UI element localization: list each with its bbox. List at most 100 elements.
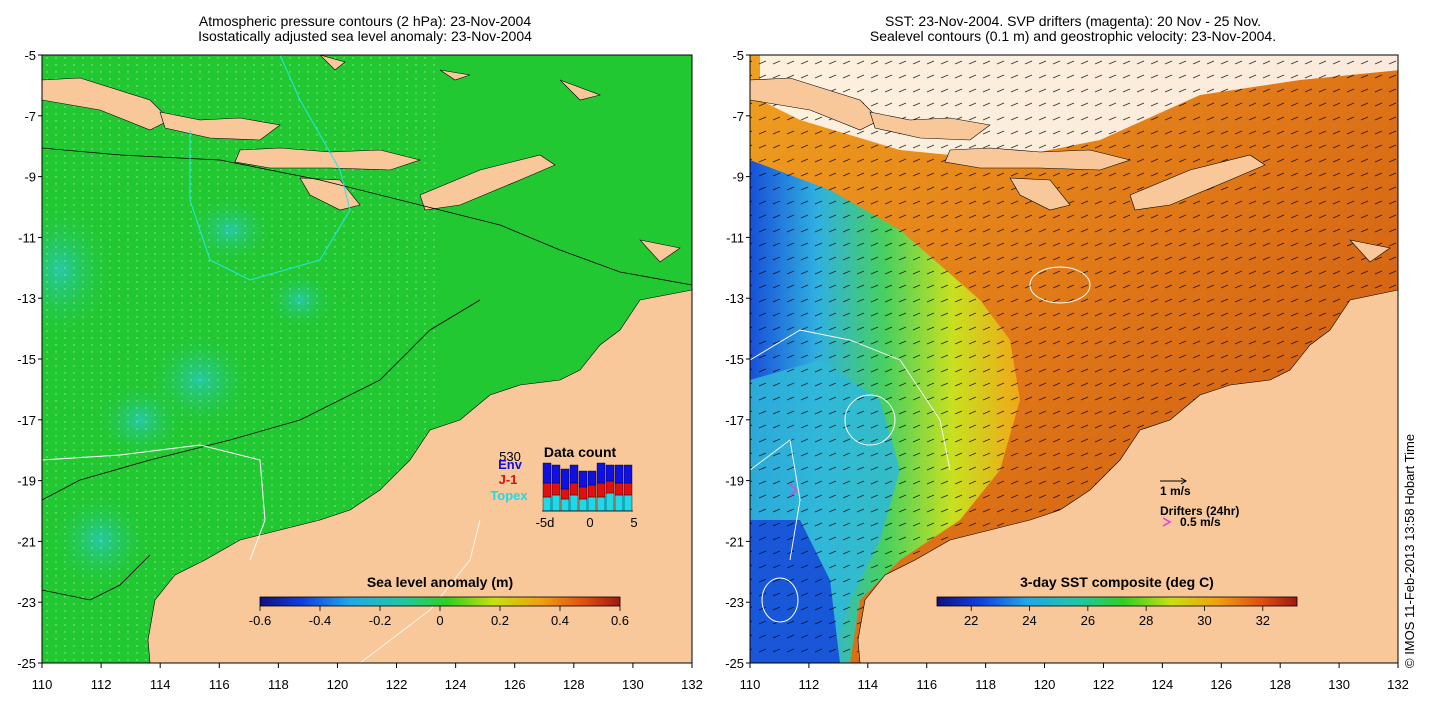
data-count-bar: [542, 496, 552, 512]
sst-map: [750, 55, 1398, 663]
data-count-bar: [560, 488, 570, 500]
x-tick-label: 114: [150, 677, 171, 692]
velocity-scale-label: 1 m/s: [1160, 484, 1191, 498]
right-title-line2: Sealevel contours (0.1 m) and geostrophi…: [869, 28, 1277, 44]
data-count-bar: [551, 482, 561, 496]
y-tick-label: -15: [725, 352, 744, 367]
colorbar-tick-label: -0.2: [369, 613, 391, 628]
sat-topex-label: Topex: [490, 488, 528, 503]
x-tick-label: 120: [1034, 677, 1056, 692]
data-count-bar: [623, 494, 633, 512]
x-tick-label: 132: [1387, 677, 1409, 692]
data-count-tick-start: -5d: [536, 515, 555, 530]
y-tick-label: -19: [17, 474, 36, 489]
x-tick-label: 126: [504, 677, 526, 692]
x-tick-label: 116: [916, 677, 937, 692]
y-tick-label: -11: [726, 230, 744, 245]
colorbar-tick-label: 0: [436, 613, 443, 628]
y-tick-label: -23: [17, 595, 36, 610]
colorbar-tick-label: 32: [1256, 613, 1270, 628]
x-tick-label: 130: [622, 677, 644, 692]
data-count-bar: [560, 468, 570, 490]
colorbar-tick-label: 24: [1022, 613, 1036, 628]
left-title-line1: Atmospheric pressure contours (2 hPa): 2…: [198, 13, 532, 29]
data-count-bar: [560, 498, 570, 512]
colorbar-tick-label: -0.6: [249, 613, 271, 628]
sla-map: [42, 55, 692, 663]
y-tick-label: -5: [732, 48, 744, 63]
data-count-bar: [578, 486, 588, 500]
data-count-bar: [623, 464, 633, 484]
y-tick-label: -15: [17, 352, 36, 367]
data-count-title: Data count: [544, 444, 617, 460]
australia-landmass-sst: [857, 289, 1398, 663]
y-tick-label: -23: [725, 595, 744, 610]
y-tick-label: -25: [725, 656, 744, 671]
drifter-legend: Drifters (24hr) 0.5 m/s: [1160, 504, 1239, 529]
data-count-bar: [578, 498, 588, 512]
x-tick-label: 118: [268, 677, 289, 692]
data-count-bar: [587, 470, 597, 486]
data-count-bar: [605, 464, 615, 482]
data-count-bar: [614, 464, 624, 484]
axis-ticks: 110 112 114 116 118 120 122 124 126 128 130 132 -5 -7…: [17, 48, 1409, 692]
data-count-bar: [596, 482, 606, 498]
colorbar-tick-label: -0.4: [309, 613, 331, 628]
sst-colorbar-ticks: 22 24 26 28 30 32: [964, 606, 1270, 628]
data-count-bar: [596, 496, 606, 512]
sla-colorbar: [259, 596, 621, 607]
data-count-bar: [569, 464, 579, 484]
credit-text: © IMOS 11-Feb-2013 13:58 Hobart Time: [1402, 433, 1417, 668]
colorbar-tick-label: 0.6: [611, 613, 629, 628]
y-tick-label: -19: [725, 474, 744, 489]
data-count-bar: [551, 494, 561, 512]
x-tick-label: 124: [445, 677, 467, 692]
x-tick-label: 112: [91, 677, 112, 692]
y-tick-label: -5: [24, 48, 36, 63]
sat-env-label: Env: [498, 457, 523, 472]
sumba-island: [299, 177, 361, 211]
data-count-bar: [587, 484, 597, 498]
colorbar-tick-label: 26: [1081, 613, 1095, 628]
y-tick-label: -25: [17, 656, 36, 671]
data-count-bars: [542, 462, 633, 512]
right-title-line1: SST: 23-Nov-2004. SVP drifters (magenta)…: [884, 13, 1262, 29]
colorbar-tick-label: 28: [1139, 613, 1153, 628]
y-tick-label: -11: [18, 230, 36, 245]
data-count-bar: [614, 494, 624, 512]
data-count-bar: [605, 492, 615, 512]
left-title-line2: Isostatically adjusted sea level anomaly…: [198, 28, 532, 44]
y-tick-label: -17: [17, 413, 36, 428]
y-tick-label: -9: [24, 170, 36, 185]
data-count-bar: [542, 482, 552, 498]
sat-j1-label: J-1: [499, 472, 518, 487]
left-panel-title: Atmospheric pressure contours (2 hPa): 2…: [40, 14, 690, 44]
x-tick-label: 132: [681, 677, 703, 692]
data-count-inset: Data count 530 Env J-1 Topex -5d 0 5: [490, 444, 637, 530]
drifter-arrow-icon: [1162, 517, 1172, 527]
colorbar-tick-label: 22: [964, 613, 978, 628]
data-count-bar: [569, 494, 579, 512]
data-count-bar: [542, 462, 552, 484]
x-tick-label: 114: [857, 677, 878, 692]
x-tick-label: 122: [1093, 677, 1115, 692]
data-count-tick-mid: 0: [586, 515, 593, 530]
data-count-bar: [587, 496, 597, 512]
drifter-scale-label: 0.5 m/s: [1180, 515, 1221, 529]
y-tick-label: -13: [17, 291, 36, 306]
x-tick-label: 124: [1152, 677, 1174, 692]
data-count-bar: [596, 462, 606, 484]
y-tick-label: -13: [725, 291, 744, 306]
x-tick-label: 116: [209, 677, 230, 692]
x-tick-label: 118: [975, 677, 996, 692]
x-tick-label: 128: [563, 677, 585, 692]
x-tick-label: 110: [740, 677, 761, 692]
data-count-max: 530: [499, 449, 521, 464]
data-count-bar: [614, 482, 624, 496]
sst-colorbar-title: 3-day SST composite (deg C): [1020, 574, 1214, 590]
y-tick-label: -21: [725, 534, 744, 549]
colorbar-tick-label: 0.2: [491, 613, 509, 628]
data-count-tick-end: 5: [630, 515, 637, 530]
australia-landmass: [147, 289, 692, 663]
